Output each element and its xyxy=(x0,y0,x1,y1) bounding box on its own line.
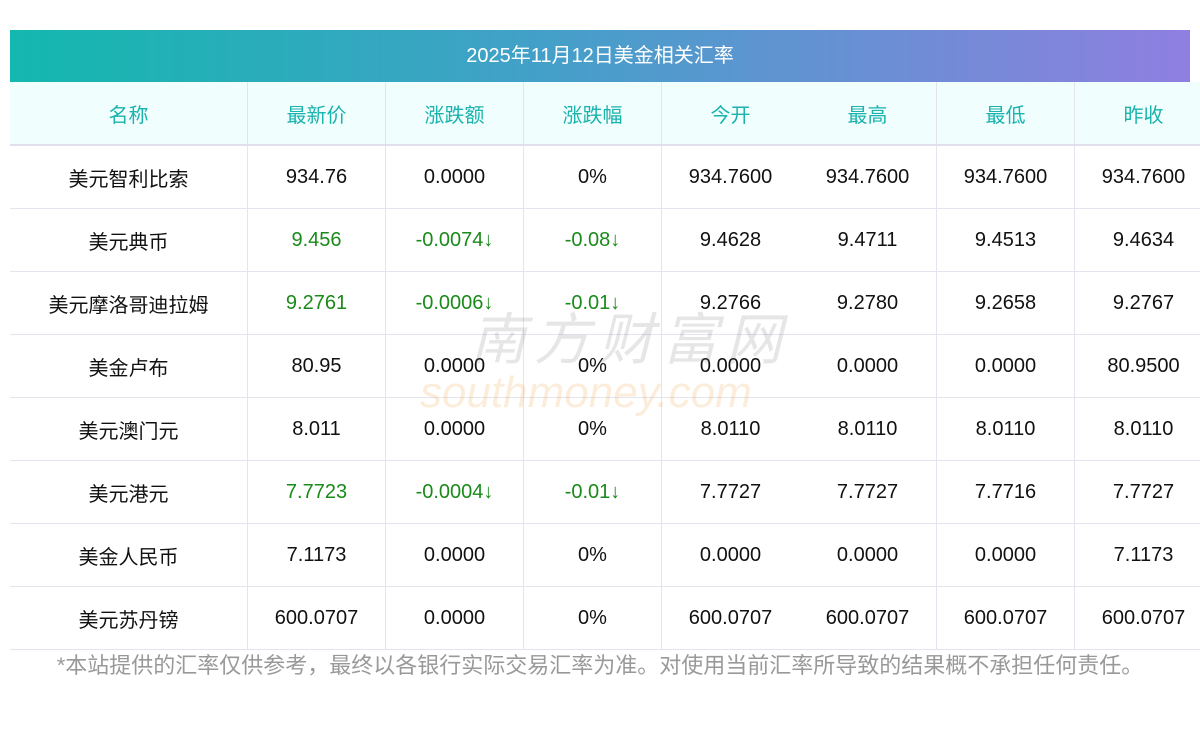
column-header: 昨收 xyxy=(1074,82,1200,146)
column-header: 今开 xyxy=(661,82,799,146)
table-row: 美元澳门元 8.011 0.0000 0% 8.0110 8.0110 8.0110 8.01… xyxy=(10,397,1200,461)
cell-pct: 0% xyxy=(523,145,662,209)
cell-open: 9.2766 xyxy=(661,271,799,335)
cell-high: 0.0000 xyxy=(799,523,937,587)
cell-pct: 0% xyxy=(523,397,662,461)
cell-last: 934.76 xyxy=(247,145,386,209)
cell-pct: 0% xyxy=(523,334,662,398)
cell-chg: 0.0000 xyxy=(385,145,524,209)
cell-prev: 7.1173 xyxy=(1074,523,1200,587)
cell-prev: 9.4634 xyxy=(1074,208,1200,272)
table-row: 美元智利比索 934.76 0.0000 0% 934.7600 934.7600 934.… xyxy=(10,145,1200,209)
cell-low: 600.0707 xyxy=(936,586,1075,650)
column-header: 名称 xyxy=(10,82,248,146)
cell-name: 美元澳门元 xyxy=(10,397,248,461)
cell-prev: 80.9500 xyxy=(1074,334,1200,398)
cell-open: 0.0000 xyxy=(661,334,799,398)
cell-high: 7.7727 xyxy=(799,460,937,524)
cell-chg: 0.0000 xyxy=(385,523,524,587)
cell-last: 9.2761 xyxy=(247,271,386,335)
cell-name: 美元港元 xyxy=(10,460,248,524)
cell-low: 934.7600 xyxy=(936,145,1075,209)
cell-high: 9.4711 xyxy=(799,208,937,272)
cell-name: 美金卢布 xyxy=(10,334,248,398)
table-row: 美元港元 7.7723 -0.0004↓ -0.01↓ 7.7727 7.7727 7.77… xyxy=(10,460,1200,524)
cell-prev: 7.7727 xyxy=(1074,460,1200,524)
header-row: 名称 最新价 涨跌额 涨跌幅 今开 最高 最低 昨收 xyxy=(10,82,1200,146)
cell-chg: 0.0000 xyxy=(385,586,524,650)
cell-low: 9.4513 xyxy=(936,208,1075,272)
cell-chg: 0.0000 xyxy=(385,334,524,398)
cell-open: 0.0000 xyxy=(661,523,799,587)
cell-pct: 0% xyxy=(523,586,662,650)
cell-high: 600.0707 xyxy=(799,586,937,650)
cell-high: 8.0110 xyxy=(799,397,937,461)
cell-last: 600.0707 xyxy=(247,586,386,650)
cell-name: 美元苏丹镑 xyxy=(10,586,248,650)
disclaimer: *本站提供的汇率仅供参考，最终以各银行实际交易汇率为准。对使用当前汇率所导致的结… xyxy=(56,653,1144,678)
cell-high: 934.7600 xyxy=(799,145,937,209)
cell-low: 9.2658 xyxy=(936,271,1075,335)
table-row: 美元摩洛哥迪拉姆 9.2761 -0.0006↓ -0.01↓ 9.2766 9.2780… xyxy=(10,271,1200,335)
cell-pct: 0% xyxy=(523,523,662,587)
cell-low: 8.0110 xyxy=(936,397,1075,461)
cell-open: 8.0110 xyxy=(661,397,799,461)
cell-open: 934.7600 xyxy=(661,145,799,209)
cell-low: 0.0000 xyxy=(936,334,1075,398)
table-row: 美元苏丹镑 600.0707 0.0000 0% 600.0707 600.0707 600… xyxy=(10,586,1200,650)
cell-chg: 0.0000 xyxy=(385,397,524,461)
cell-name: 美元智利比索 xyxy=(10,145,248,209)
column-header: 最低 xyxy=(936,82,1075,146)
column-header: 最新价 xyxy=(247,82,386,146)
cell-prev: 934.7600 xyxy=(1074,145,1200,209)
cell-last: 9.456 xyxy=(247,208,386,272)
cell-pct: -0.01↓ xyxy=(523,271,662,335)
cell-high: 0.0000 xyxy=(799,334,937,398)
cell-name: 美元典币 xyxy=(10,208,248,272)
cell-prev: 600.0707 xyxy=(1074,586,1200,650)
column-header: 最高 xyxy=(799,82,937,146)
cell-low: 0.0000 xyxy=(936,523,1075,587)
cell-low: 7.7716 xyxy=(936,460,1075,524)
rates-table: 名称 最新价 涨跌额 涨跌幅 今开 最高 最低 昨收 美元智利比索 934.76 0.0000 0%… xyxy=(10,82,1200,650)
cell-open: 7.7727 xyxy=(661,460,799,524)
cell-name: 美元摩洛哥迪拉姆 xyxy=(10,271,248,335)
cell-open: 9.4628 xyxy=(661,208,799,272)
table-title: 2025年11月12日美金相关汇率 xyxy=(10,30,1190,82)
cell-open: 600.0707 xyxy=(661,586,799,650)
table-row: 美金卢布 80.95 0.0000 0% 0.0000 0.0000 0.0000 80.95… xyxy=(10,334,1200,398)
table-row: 美元典币 9.456 -0.0074↓ -0.08↓ 9.4628 9.4711 9.451… xyxy=(10,208,1200,272)
cell-prev: 9.2767 xyxy=(1074,271,1200,335)
cell-pct: -0.08↓ xyxy=(523,208,662,272)
cell-high: 9.2780 xyxy=(799,271,937,335)
cell-last: 7.1173 xyxy=(247,523,386,587)
column-header: 涨跌额 xyxy=(385,82,524,146)
cell-last: 8.011 xyxy=(247,397,386,461)
cell-chg: -0.0006↓ xyxy=(385,271,524,335)
cell-chg: -0.0074↓ xyxy=(385,208,524,272)
cell-name: 美金人民币 xyxy=(10,523,248,587)
cell-last: 80.95 xyxy=(247,334,386,398)
column-header: 涨跌幅 xyxy=(523,82,662,146)
cell-chg: -0.0004↓ xyxy=(385,460,524,524)
table-row: 美金人民币 7.1173 0.0000 0% 0.0000 0.0000 0.0000 7.1… xyxy=(10,523,1200,587)
cell-last: 7.7723 xyxy=(247,460,386,524)
cell-pct: -0.01↓ xyxy=(523,460,662,524)
cell-prev: 8.0110 xyxy=(1074,397,1200,461)
